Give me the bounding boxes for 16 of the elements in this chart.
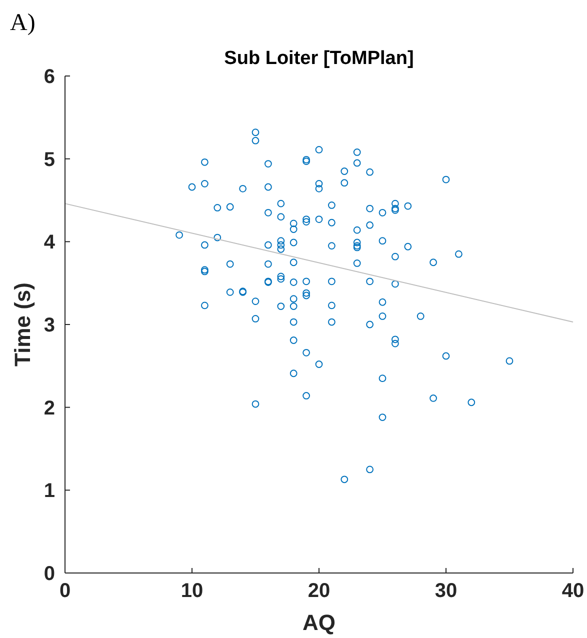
y-tick-label: 6 [44,66,55,88]
chart-title: Sub Loiter [ToMPlan] [224,48,414,69]
y-tick-label: 0 [44,563,55,585]
y-tick-label: 4 [44,232,56,254]
y-tick-label: 3 [44,314,55,336]
y-tick-label: 2 [44,397,55,420]
x-tick-label: 40 [562,580,584,602]
text: A) [10,10,36,36]
x-tick-label: 0 [59,580,71,602]
x-tick-label: 20 [308,580,330,602]
x-tick-label: 10 [180,580,204,602]
y-axis-title: Time (s) [10,282,35,366]
y-tick-label: 1 [44,480,55,502]
x-tick-label: 30 [434,580,458,602]
x-axis-title: AQ [302,610,336,635]
y-tick-label: 5 [44,148,55,171]
